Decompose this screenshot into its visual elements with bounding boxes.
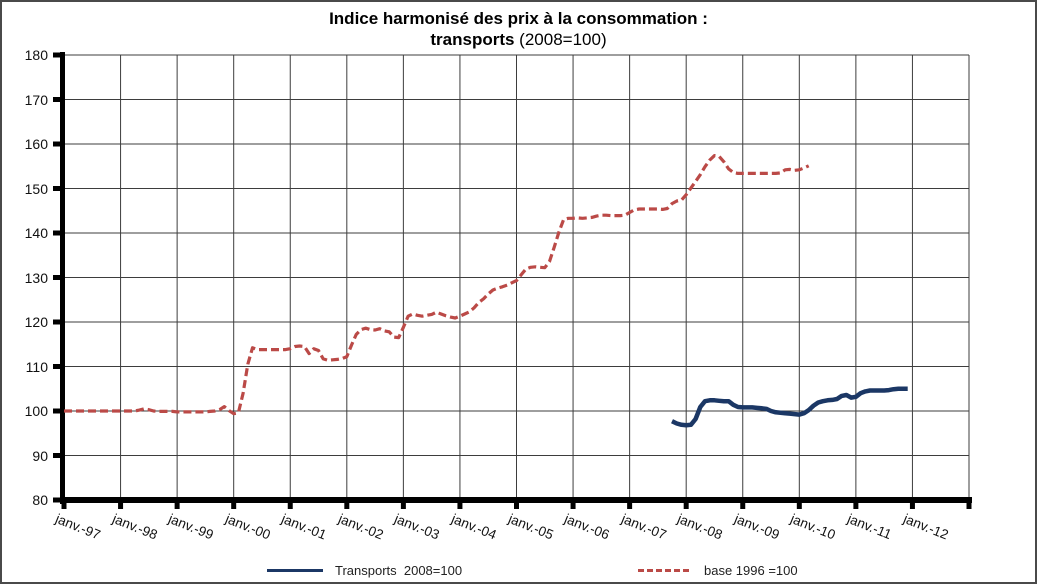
- y-axis-label-90: 90: [32, 447, 48, 464]
- x-tick-mark: [796, 503, 802, 509]
- legend: Transports 2008=100 base 1996 =100: [2, 562, 1035, 582]
- y-tick-mark: [53, 497, 61, 503]
- x-tick-mark: [570, 503, 576, 509]
- y-axis-line: [60, 52, 65, 504]
- y-tick-mark: [53, 52, 61, 58]
- x-tick-mark: [627, 503, 633, 509]
- y-axis-label-170: 170: [24, 91, 48, 108]
- x-tick-mark: [400, 503, 406, 509]
- chart-title-line2-rest: (2008=100): [514, 30, 607, 49]
- y-axis-label-110: 110: [25, 358, 48, 375]
- x-tick-mark: [966, 503, 972, 509]
- y-tick-mark: [53, 230, 61, 236]
- x-tick-mark: [740, 503, 746, 509]
- x-tick-mark: [683, 503, 689, 509]
- legend-item-base1996: base 1996 =100: [638, 562, 798, 578]
- x-tick-mark: [853, 503, 859, 509]
- x-tick-mark: [231, 503, 237, 509]
- chart-title-line2: transports (2008=100): [2, 29, 1035, 50]
- y-tick-mark: [53, 364, 61, 369]
- y-tick-mark: [53, 275, 61, 280]
- x-tick-mark: [174, 503, 180, 509]
- y-tick-mark: [53, 97, 61, 102]
- y-axis-label-100: 100: [24, 403, 48, 419]
- legend-label-base1996: base 1996 =100: [704, 562, 798, 578]
- y-tick-mark: [53, 141, 61, 147]
- chart-title-line1: Indice harmonisé des prix à la consommat…: [329, 9, 708, 28]
- y-tick-mark: [53, 408, 61, 414]
- y-axis-label-120: 120: [24, 314, 48, 330]
- legend-line-sample-transports: [267, 568, 323, 572]
- x-tick-mark: [909, 503, 915, 509]
- y-axis-label-150: 150: [24, 180, 48, 197]
- series-line-transports: [671, 386, 908, 428]
- legend-label-transports: Transports 2008=100: [335, 562, 463, 578]
- x-tick-mark: [514, 503, 519, 509]
- y-axis-label-130: 130: [24, 269, 48, 286]
- x-tick-mark: [287, 503, 293, 509]
- y-tick-mark: [53, 319, 61, 325]
- legend-line-sample-base1996: [638, 568, 692, 572]
- x-tick-mark: [344, 503, 350, 509]
- y-axis-label-160: 160: [24, 136, 48, 152]
- chart-title-line2-bold: transports: [430, 30, 515, 49]
- x-tick-mark: [61, 503, 67, 509]
- y-tick-mark: [53, 186, 61, 191]
- series-line-base1996: [64, 154, 810, 416]
- y-axis-label-140: 140: [24, 225, 48, 241]
- x-axis-line: [60, 497, 972, 503]
- x-tick-mark: [457, 503, 463, 509]
- legend-item-transports: Transports 2008=100: [267, 562, 462, 578]
- y-axis-label-180: 180: [24, 47, 48, 63]
- x-tick-mark: [118, 503, 124, 509]
- chart-title: Indice harmonisé des prix à la consommat…: [2, 8, 1035, 50]
- y-tick-mark: [53, 453, 61, 458]
- y-axis-label-80: 80: [32, 492, 48, 508]
